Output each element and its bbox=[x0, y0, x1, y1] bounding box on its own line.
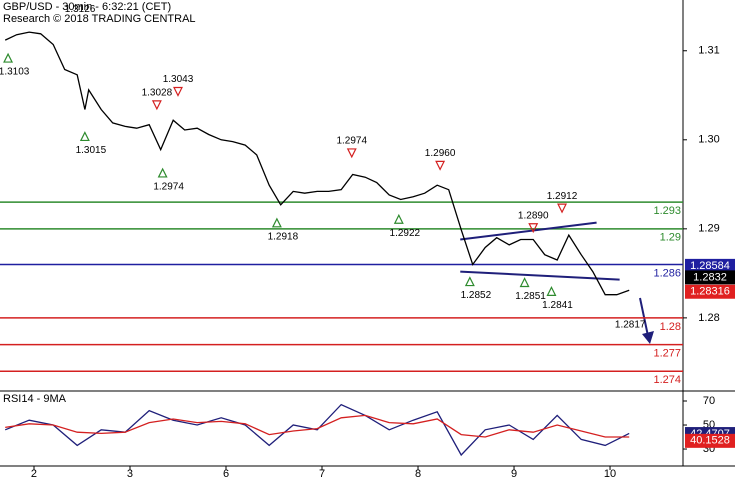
low-label: 1.3015 bbox=[76, 145, 107, 156]
y-tick-label: 1.29 bbox=[698, 223, 719, 235]
x-tick-label: 10 bbox=[604, 468, 616, 480]
high-label: 1.3028 bbox=[142, 88, 173, 99]
low-marker bbox=[271, 217, 282, 228]
low-label: 1.2851 bbox=[515, 291, 546, 302]
trend-line bbox=[460, 270, 620, 281]
level-label: 1.28 bbox=[660, 321, 681, 333]
price-tag-label: 1.28584 bbox=[690, 260, 730, 272]
low-marker bbox=[546, 286, 557, 296]
low-label: 1.2918 bbox=[268, 231, 299, 242]
x-tick-label: 2 bbox=[31, 468, 37, 480]
high-marker bbox=[557, 203, 568, 214]
low-marker bbox=[393, 213, 404, 224]
y-tick-label: 70 bbox=[703, 395, 715, 407]
series-line bbox=[5, 414, 630, 438]
price-tag bbox=[685, 284, 735, 299]
x-tick-label: 8 bbox=[415, 468, 421, 480]
chart-title: GBP/USD - 30min - 6:32:21 (CET) bbox=[3, 1, 171, 13]
low-label: 1.3103 bbox=[0, 67, 30, 78]
price-tag-label: 40.1528 bbox=[690, 435, 730, 447]
high-marker bbox=[528, 223, 539, 234]
price-label: 1.2817 bbox=[615, 319, 646, 330]
low-marker bbox=[519, 277, 530, 288]
price-tag bbox=[685, 258, 735, 273]
high-marker bbox=[173, 86, 183, 97]
price-tag-label: 1.28316 bbox=[690, 286, 730, 298]
high-marker bbox=[346, 148, 357, 159]
low-marker bbox=[79, 131, 90, 142]
trend-line bbox=[460, 221, 597, 241]
x-tick-label: 7 bbox=[319, 468, 325, 480]
low-marker bbox=[3, 52, 14, 63]
y-tick-label: 1.30 bbox=[698, 134, 719, 146]
level-label: 1.277 bbox=[653, 347, 681, 359]
high-marker bbox=[151, 100, 162, 111]
x-tick-label: 6 bbox=[223, 468, 229, 480]
y-tick-label: 1.31 bbox=[698, 45, 719, 57]
series-line bbox=[4, 31, 630, 296]
rsi-title: RSI14 - 9MA bbox=[3, 393, 67, 405]
high-label: 1.2912 bbox=[547, 191, 578, 202]
price-tag-label: 1.2832 bbox=[693, 271, 727, 283]
low-label: 1.2841 bbox=[542, 300, 573, 311]
high-label: 1.2890 bbox=[518, 210, 549, 221]
high-marker bbox=[435, 160, 446, 171]
low-label: 1.2922 bbox=[390, 228, 421, 239]
level-label: 1.286 bbox=[653, 267, 681, 279]
level-label: 1.274 bbox=[653, 374, 681, 386]
low-label: 1.2974 bbox=[153, 182, 184, 193]
chart-subtitle: Research © 2018 TRADING CENTRAL bbox=[3, 13, 196, 25]
low-marker bbox=[464, 276, 475, 287]
y-tick-label: 1.28 bbox=[698, 312, 719, 324]
projection-arrow bbox=[639, 297, 649, 337]
x-tick-label: 9 bbox=[511, 468, 517, 480]
low-marker bbox=[157, 167, 168, 178]
series-line bbox=[4, 403, 630, 457]
high-label: 1.3043 bbox=[163, 74, 194, 85]
low-label: 1.2852 bbox=[461, 290, 492, 301]
level-label: 1.293 bbox=[653, 205, 681, 217]
high-label: 1.2960 bbox=[425, 148, 456, 159]
price-tag bbox=[685, 433, 735, 448]
high-label: 1.2974 bbox=[336, 136, 367, 147]
price-label: 1.3126 bbox=[65, 4, 96, 15]
price-tag bbox=[685, 270, 735, 285]
projection-arrow-head bbox=[642, 331, 654, 344]
x-tick-label: 3 bbox=[127, 468, 133, 480]
level-label: 1.29 bbox=[660, 232, 681, 244]
